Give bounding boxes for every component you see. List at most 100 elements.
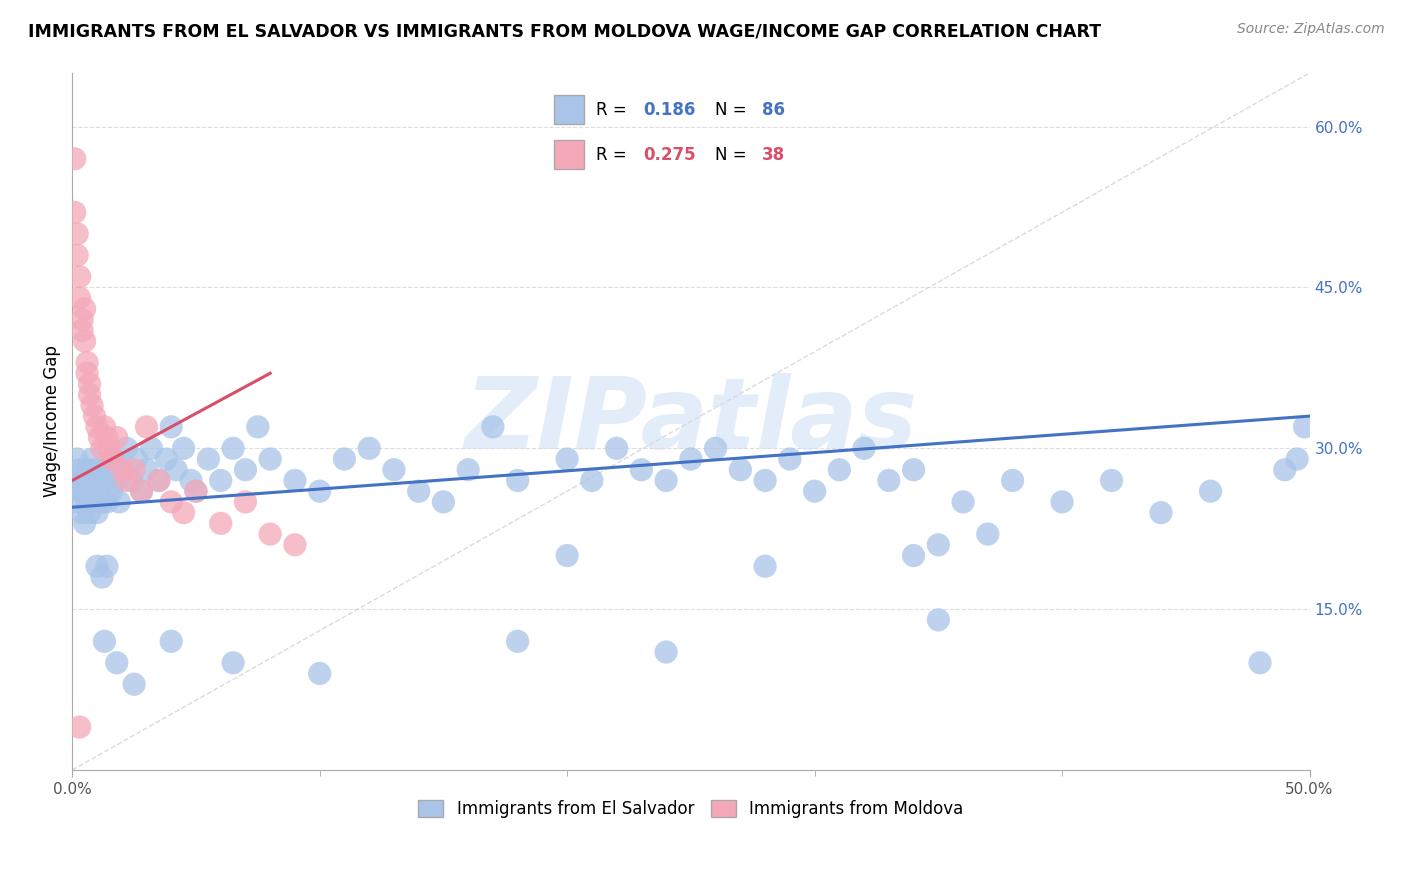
Point xyxy=(76,463,98,477)
Point xyxy=(581,474,603,488)
Point xyxy=(333,452,356,467)
Y-axis label: Wage/Income Gap: Wage/Income Gap xyxy=(44,345,60,498)
Point xyxy=(69,484,91,499)
Point xyxy=(90,442,112,456)
Point xyxy=(180,474,202,488)
Point xyxy=(284,474,307,488)
Point xyxy=(655,645,678,659)
Point xyxy=(173,442,195,456)
Point xyxy=(89,484,111,499)
Point xyxy=(877,474,900,488)
Point xyxy=(1294,420,1316,434)
Point xyxy=(96,431,118,445)
Point xyxy=(73,484,96,499)
Point xyxy=(135,420,157,434)
Point xyxy=(79,506,101,520)
Point xyxy=(69,720,91,734)
Point xyxy=(79,376,101,391)
Point xyxy=(803,484,825,499)
Point xyxy=(69,291,91,305)
Point xyxy=(86,506,108,520)
Point xyxy=(704,442,727,456)
Point xyxy=(76,355,98,369)
Point xyxy=(105,474,128,488)
Point xyxy=(148,474,170,488)
Text: ZIPatlas: ZIPatlas xyxy=(464,373,918,470)
Point xyxy=(482,420,505,434)
Point xyxy=(98,463,121,477)
Legend: Immigrants from El Salvador, Immigrants from Moldova: Immigrants from El Salvador, Immigrants … xyxy=(412,793,970,824)
Point xyxy=(209,516,232,531)
Point xyxy=(90,570,112,584)
Point xyxy=(121,474,143,488)
Point xyxy=(155,452,177,467)
Point xyxy=(160,495,183,509)
Point xyxy=(73,334,96,348)
Point xyxy=(73,516,96,531)
Point xyxy=(246,420,269,434)
Point xyxy=(977,527,1000,541)
Point xyxy=(66,227,89,241)
Point xyxy=(853,442,876,456)
Point xyxy=(1199,484,1222,499)
Point xyxy=(93,474,115,488)
Point xyxy=(131,484,153,499)
Point xyxy=(359,442,381,456)
Point xyxy=(1274,463,1296,477)
Point xyxy=(70,474,93,488)
Point xyxy=(135,463,157,477)
Point xyxy=(63,152,86,166)
Point xyxy=(70,312,93,326)
Point xyxy=(63,205,86,219)
Point xyxy=(76,495,98,509)
Point xyxy=(80,452,103,467)
Point xyxy=(408,484,430,499)
Point xyxy=(93,420,115,434)
Point xyxy=(259,527,281,541)
Point xyxy=(66,452,89,467)
Point xyxy=(1150,506,1173,520)
Point xyxy=(125,452,148,467)
Point xyxy=(506,474,529,488)
Point xyxy=(754,559,776,574)
Point xyxy=(927,613,949,627)
Point xyxy=(86,559,108,574)
Point xyxy=(828,463,851,477)
Point xyxy=(115,442,138,456)
Point xyxy=(93,634,115,648)
Point xyxy=(222,442,245,456)
Point xyxy=(1286,452,1309,467)
Point xyxy=(655,474,678,488)
Point xyxy=(122,463,145,477)
Point xyxy=(779,452,801,467)
Text: Source: ZipAtlas.com: Source: ZipAtlas.com xyxy=(1237,22,1385,37)
Point xyxy=(382,463,405,477)
Point xyxy=(96,495,118,509)
Point xyxy=(69,269,91,284)
Point xyxy=(70,323,93,337)
Point xyxy=(730,463,752,477)
Point xyxy=(115,474,138,488)
Point xyxy=(148,474,170,488)
Point xyxy=(1001,474,1024,488)
Point xyxy=(70,506,93,520)
Point xyxy=(90,463,112,477)
Point xyxy=(184,484,207,499)
Point xyxy=(89,431,111,445)
Point xyxy=(73,301,96,316)
Point xyxy=(165,463,187,477)
Point xyxy=(630,463,652,477)
Point xyxy=(308,484,330,499)
Point xyxy=(66,248,89,262)
Point xyxy=(111,463,134,477)
Point xyxy=(101,452,124,467)
Point xyxy=(235,463,257,477)
Point xyxy=(222,656,245,670)
Point xyxy=(83,409,105,424)
Point xyxy=(83,495,105,509)
Point xyxy=(111,463,134,477)
Point xyxy=(96,559,118,574)
Point xyxy=(105,656,128,670)
Point xyxy=(173,506,195,520)
Point xyxy=(903,549,925,563)
